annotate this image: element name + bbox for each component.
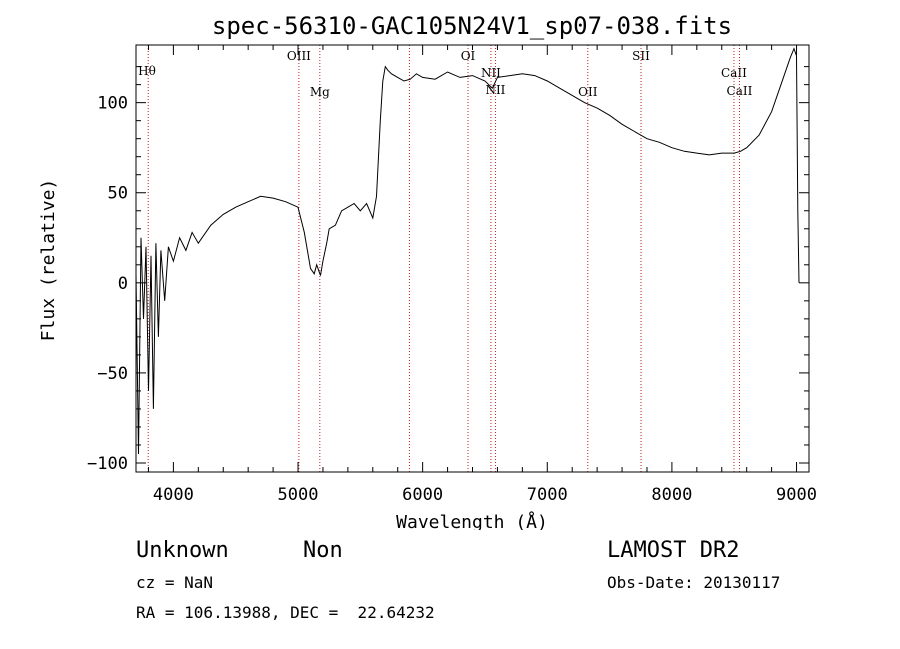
chart-title: spec-56310-GAC105N24V1_sp07-038.fits — [212, 12, 732, 40]
survey-label: LAMOST DR2 — [607, 538, 740, 563]
x-tick-label: 7000 — [527, 485, 568, 505]
y-tick-label: −50 — [97, 364, 128, 384]
spectrum-chart: spec-56310-GAC105N24V1_sp07-038.fits Hθ O… — [38, 12, 817, 530]
x-tick-label: 8000 — [651, 485, 692, 505]
x-tick-label: 5000 — [278, 485, 319, 505]
x-axis: 4000 5000 6000 7000 8000 9000 — [147, 45, 817, 505]
line-marker-label: OII — [578, 85, 598, 99]
y-tick-label: 0 — [118, 274, 128, 294]
line-marker-label: OIII — [287, 49, 311, 63]
line-marker-label: Hθ — [138, 64, 156, 78]
line-marker-label: Mg — [310, 85, 330, 99]
coordinates-text: RA = 106.13988, DEC = 22.64232 — [136, 603, 435, 622]
x-tick-label: 6000 — [402, 485, 443, 505]
y-axis: −100 −50 0 50 100 — [87, 66, 809, 474]
line-marker-label: SII — [632, 49, 650, 63]
object-class-label: Unknown — [136, 538, 229, 563]
line-marker-label: CaII — [721, 66, 747, 80]
plot-frame — [135, 44, 810, 473]
line-marker-label: CaII — [727, 84, 753, 98]
object-subclass-label: Non — [303, 538, 343, 563]
line-marker-label: NII — [485, 83, 505, 97]
y-tick-label: −100 — [87, 454, 128, 474]
y-tick-label: 50 — [108, 184, 128, 204]
spectrum-line — [135, 47, 800, 455]
line-marker-label: NII — [481, 66, 501, 80]
emission-line-markers: Hθ OIII Mg OI NII NII OII SII CaII CaII — [138, 45, 753, 472]
y-axis-label: Flux (relative) — [38, 179, 59, 342]
line-marker-label: OI — [461, 49, 476, 63]
y-tick-label: 100 — [97, 94, 128, 114]
redshift-text: cz = NaN — [136, 573, 214, 592]
x-tick-label: 4000 — [153, 485, 194, 505]
x-axis-label: Wavelength (Å) — [396, 511, 548, 530]
observation-date-text: Obs-Date: 20130117 — [607, 573, 781, 592]
x-tick-label: 9000 — [776, 485, 817, 505]
